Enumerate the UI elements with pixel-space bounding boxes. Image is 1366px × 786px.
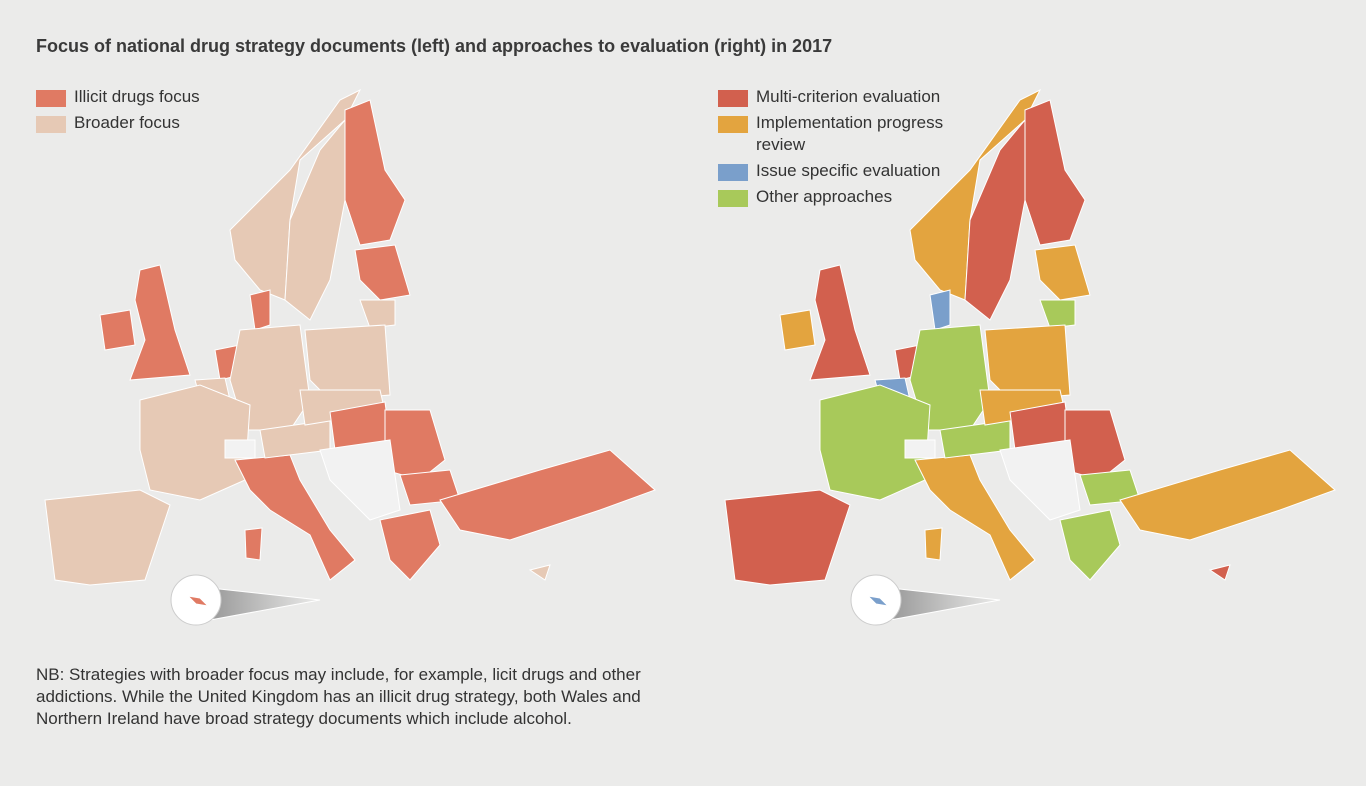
legend-swatch bbox=[36, 90, 66, 107]
legend-item: Implementation progress review bbox=[718, 113, 968, 156]
legend-item: Other approaches bbox=[718, 187, 968, 208]
legend-swatch bbox=[718, 164, 748, 181]
legend-item: Illicit drugs focus bbox=[36, 87, 336, 108]
legend-swatch bbox=[718, 90, 748, 107]
legend: Illicit drugs focus Broader focus bbox=[36, 87, 336, 141]
legend-label: Illicit drugs focus bbox=[74, 87, 200, 106]
left-map bbox=[44, 88, 656, 626]
legend-item: Multi-criterion evaluation bbox=[718, 87, 968, 108]
legend-label: Broader focus bbox=[74, 113, 180, 132]
legend-swatch bbox=[718, 116, 748, 133]
note: NB: Strategies with broader focus may in… bbox=[36, 665, 641, 728]
legend-item: Broader focus bbox=[36, 113, 336, 134]
title: Focus of national drug strategy document… bbox=[36, 36, 833, 56]
legend-label: Multi-criterion evaluation bbox=[756, 87, 941, 106]
legend-label: Other approaches bbox=[756, 187, 893, 206]
legend-label: Implementation progress review bbox=[756, 113, 944, 154]
legend-swatch bbox=[718, 190, 748, 207]
legend: Multi-criterion evaluation Implementation… bbox=[718, 87, 968, 215]
right-map bbox=[724, 88, 1336, 626]
legend-item: Issue specific evaluation bbox=[718, 161, 968, 182]
legend-swatch bbox=[36, 116, 66, 133]
legend-label: Issue specific evaluation bbox=[756, 161, 941, 180]
